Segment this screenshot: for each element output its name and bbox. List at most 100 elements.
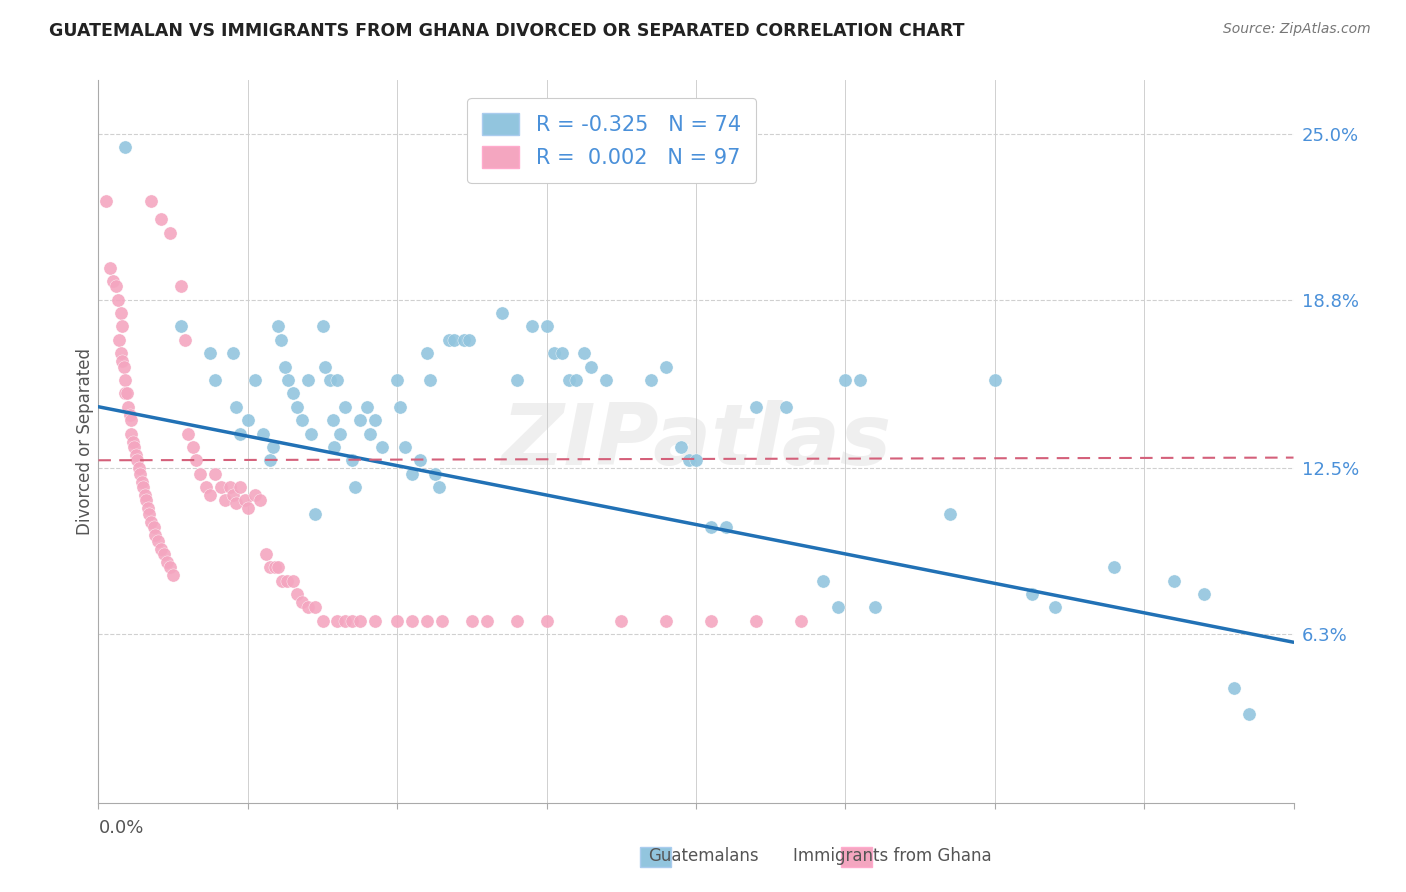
Point xyxy=(177,426,200,441)
Point xyxy=(114,140,136,154)
Point xyxy=(276,574,298,588)
Point xyxy=(329,426,352,441)
Point xyxy=(225,496,247,510)
Point xyxy=(939,507,962,521)
Point xyxy=(581,359,603,374)
Point xyxy=(678,453,700,467)
Point xyxy=(364,614,387,628)
Point xyxy=(416,346,439,360)
Point xyxy=(195,480,218,494)
Point xyxy=(135,493,157,508)
Y-axis label: Divorced or Separated: Divorced or Separated xyxy=(76,348,94,535)
Point xyxy=(107,293,129,307)
Point xyxy=(139,515,162,529)
Point xyxy=(344,480,367,494)
Point xyxy=(222,488,245,502)
Point xyxy=(291,413,314,427)
Point xyxy=(319,373,342,387)
Point xyxy=(326,373,349,387)
Point xyxy=(120,426,142,441)
Point xyxy=(94,194,117,208)
Point xyxy=(114,386,136,401)
Point xyxy=(349,614,371,628)
Point xyxy=(385,614,409,628)
Point xyxy=(304,507,326,521)
Point xyxy=(162,568,184,582)
Point xyxy=(229,426,252,441)
Point xyxy=(134,488,156,502)
Point xyxy=(297,600,319,615)
Point xyxy=(285,400,308,414)
Point xyxy=(745,400,768,414)
Point xyxy=(225,400,247,414)
Point xyxy=(315,359,337,374)
Point xyxy=(150,541,173,556)
Point xyxy=(359,426,381,441)
Text: 0.0%: 0.0% xyxy=(98,819,143,837)
Point xyxy=(342,453,364,467)
Point xyxy=(262,440,284,454)
Point xyxy=(458,333,481,347)
Point xyxy=(416,614,439,628)
Point xyxy=(595,373,617,387)
Point xyxy=(506,614,529,628)
Point xyxy=(120,413,142,427)
Point xyxy=(423,467,446,481)
Point xyxy=(274,359,297,374)
Point xyxy=(849,373,872,387)
Point xyxy=(150,212,173,227)
Point xyxy=(1104,560,1126,574)
Point xyxy=(536,319,558,334)
Point xyxy=(775,400,797,414)
Point xyxy=(117,400,139,414)
Point xyxy=(233,493,256,508)
Point xyxy=(349,413,371,427)
Point xyxy=(105,279,128,293)
Point xyxy=(129,467,152,481)
Point xyxy=(491,306,513,320)
Point xyxy=(128,461,150,475)
Point xyxy=(1192,587,1215,601)
Point xyxy=(430,614,453,628)
Point xyxy=(245,488,267,502)
Point xyxy=(326,614,349,628)
Text: Guatemalans: Guatemalans xyxy=(648,847,758,865)
Point xyxy=(827,600,849,615)
Point xyxy=(98,260,122,275)
Point xyxy=(254,547,277,561)
Point xyxy=(110,346,132,360)
Point xyxy=(364,413,387,427)
Point xyxy=(536,614,558,628)
Point xyxy=(984,373,1007,387)
Point xyxy=(259,453,281,467)
Point xyxy=(214,493,236,508)
Point xyxy=(401,467,423,481)
Point xyxy=(114,373,136,387)
Point xyxy=(229,480,252,494)
Point xyxy=(159,226,181,240)
Point xyxy=(245,373,267,387)
Point xyxy=(271,574,294,588)
Point xyxy=(277,373,299,387)
Text: ZIPatlas: ZIPatlas xyxy=(501,400,891,483)
Point xyxy=(655,614,678,628)
Point xyxy=(236,413,259,427)
Point xyxy=(267,560,290,574)
Point xyxy=(200,488,222,502)
Point xyxy=(669,440,692,454)
Point xyxy=(1223,681,1246,695)
Point xyxy=(142,520,165,534)
Point xyxy=(1021,587,1043,601)
Point xyxy=(700,520,723,534)
Point xyxy=(520,319,543,334)
Point xyxy=(127,453,149,467)
Point xyxy=(153,547,176,561)
Point xyxy=(461,614,484,628)
Point xyxy=(311,614,333,628)
Point xyxy=(188,467,211,481)
Point xyxy=(700,614,723,628)
Text: GUATEMALAN VS IMMIGRANTS FROM GHANA DIVORCED OR SEPARATED CORRELATION CHART: GUATEMALAN VS IMMIGRANTS FROM GHANA DIVO… xyxy=(49,22,965,40)
Point xyxy=(401,614,423,628)
Point xyxy=(110,306,132,320)
Text: Immigrants from Ghana: Immigrants from Ghana xyxy=(793,847,993,865)
